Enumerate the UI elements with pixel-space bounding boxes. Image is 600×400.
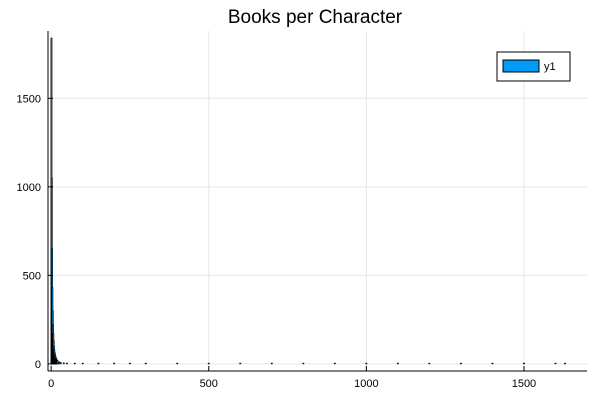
bar [144, 362, 147, 365]
x-tick-label: 1000 [354, 378, 378, 390]
x-tick-label: 0 [48, 378, 54, 390]
bar [207, 362, 210, 365]
bar [365, 362, 368, 365]
y-tick-label: 1000 [17, 182, 41, 194]
bar [56, 360, 59, 365]
bar [302, 362, 305, 365]
bar [81, 362, 84, 365]
bar [73, 362, 76, 365]
bar [59, 362, 62, 365]
chart-title: Books per Character [228, 7, 403, 28]
legend: y1 [496, 51, 571, 82]
bar [62, 362, 65, 365]
bar [523, 362, 525, 365]
legend-swatch [502, 59, 540, 73]
y-tick-label: 1500 [17, 93, 41, 105]
bar [270, 362, 273, 365]
x-tick-label: 500 [200, 378, 218, 390]
x-ticks: 0 500 1000 1500 [48, 366, 536, 390]
bar [58, 361, 60, 365]
bar [554, 362, 557, 365]
y-ticks: 0 500 1000 1500 [17, 93, 53, 371]
bar [239, 362, 242, 365]
bar [491, 362, 494, 365]
bar [113, 362, 116, 365]
y-tick-label: 0 [35, 359, 41, 371]
y-tick-label: 500 [23, 270, 41, 282]
legend-label: y1 [544, 61, 556, 73]
bar [460, 362, 462, 365]
bar [176, 362, 179, 365]
bar [564, 362, 566, 365]
bar [396, 362, 399, 365]
x-tick-label: 1500 [512, 378, 536, 390]
bar [129, 362, 131, 365]
bar [428, 362, 431, 365]
bar [333, 362, 336, 365]
bar [97, 362, 100, 365]
bar [66, 362, 68, 365]
